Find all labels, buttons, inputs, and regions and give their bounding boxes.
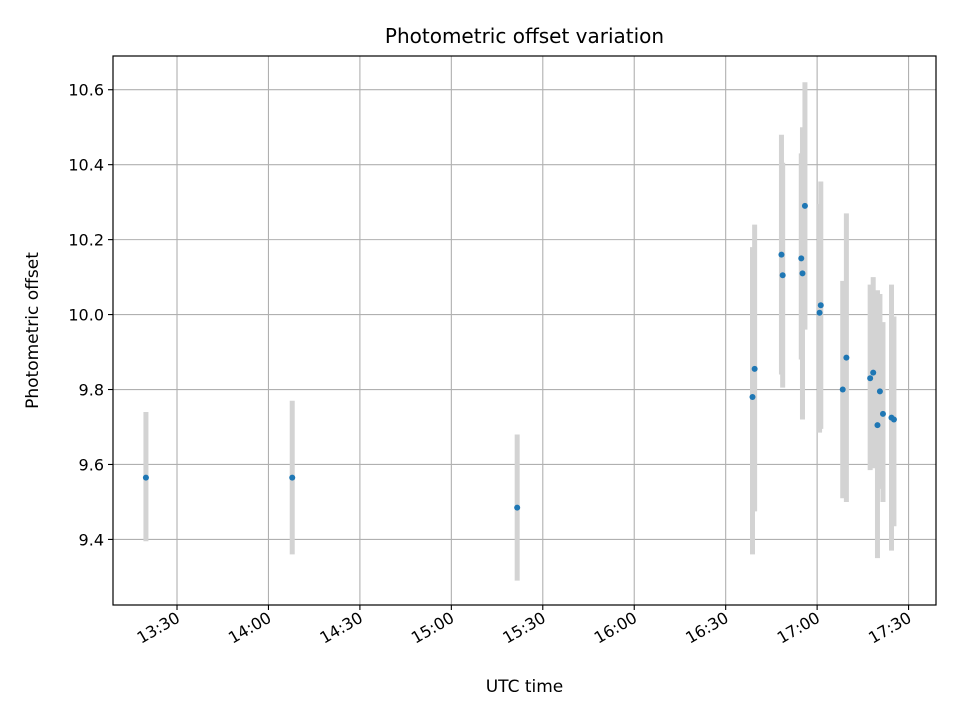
y-tick-label: 10.2 (68, 231, 104, 250)
data-point (799, 270, 806, 277)
chart-title: Photometric offset variation (385, 24, 664, 48)
data-point (890, 416, 897, 423)
data-point (778, 251, 785, 258)
data-point (843, 354, 850, 361)
data-point (514, 504, 521, 511)
data-point (779, 272, 786, 279)
y-tick-label: 9.8 (79, 381, 104, 400)
plot-area-frame (112, 55, 937, 606)
data-point (142, 474, 149, 481)
data-point (801, 202, 808, 209)
y-tick-label: 10.0 (68, 306, 104, 325)
data-point (870, 369, 877, 376)
data-point (879, 410, 886, 417)
data-point (867, 375, 874, 382)
y-tick-label: 10.6 (68, 81, 104, 100)
axis-ticks (108, 89, 910, 610)
y-tick-label: 9.4 (79, 530, 104, 549)
data-points (142, 202, 897, 511)
data-point (289, 474, 296, 481)
data-point (751, 365, 758, 372)
data-point (874, 422, 881, 429)
data-point (839, 386, 846, 393)
y-tick-label: 10.4 (68, 156, 104, 175)
y-tick-label: 9.6 (79, 455, 104, 474)
x-axis-title: UTC time (486, 677, 564, 697)
data-point (749, 394, 756, 401)
data-point (876, 388, 883, 395)
data-point (817, 302, 824, 309)
y-tick-labels: 9.4 9.6 9.8 10.0 10.2 10.4 10.6 (68, 81, 104, 550)
data-point (798, 255, 805, 262)
data-point (816, 309, 823, 316)
y-axis-title: Photometric offset (23, 252, 43, 409)
